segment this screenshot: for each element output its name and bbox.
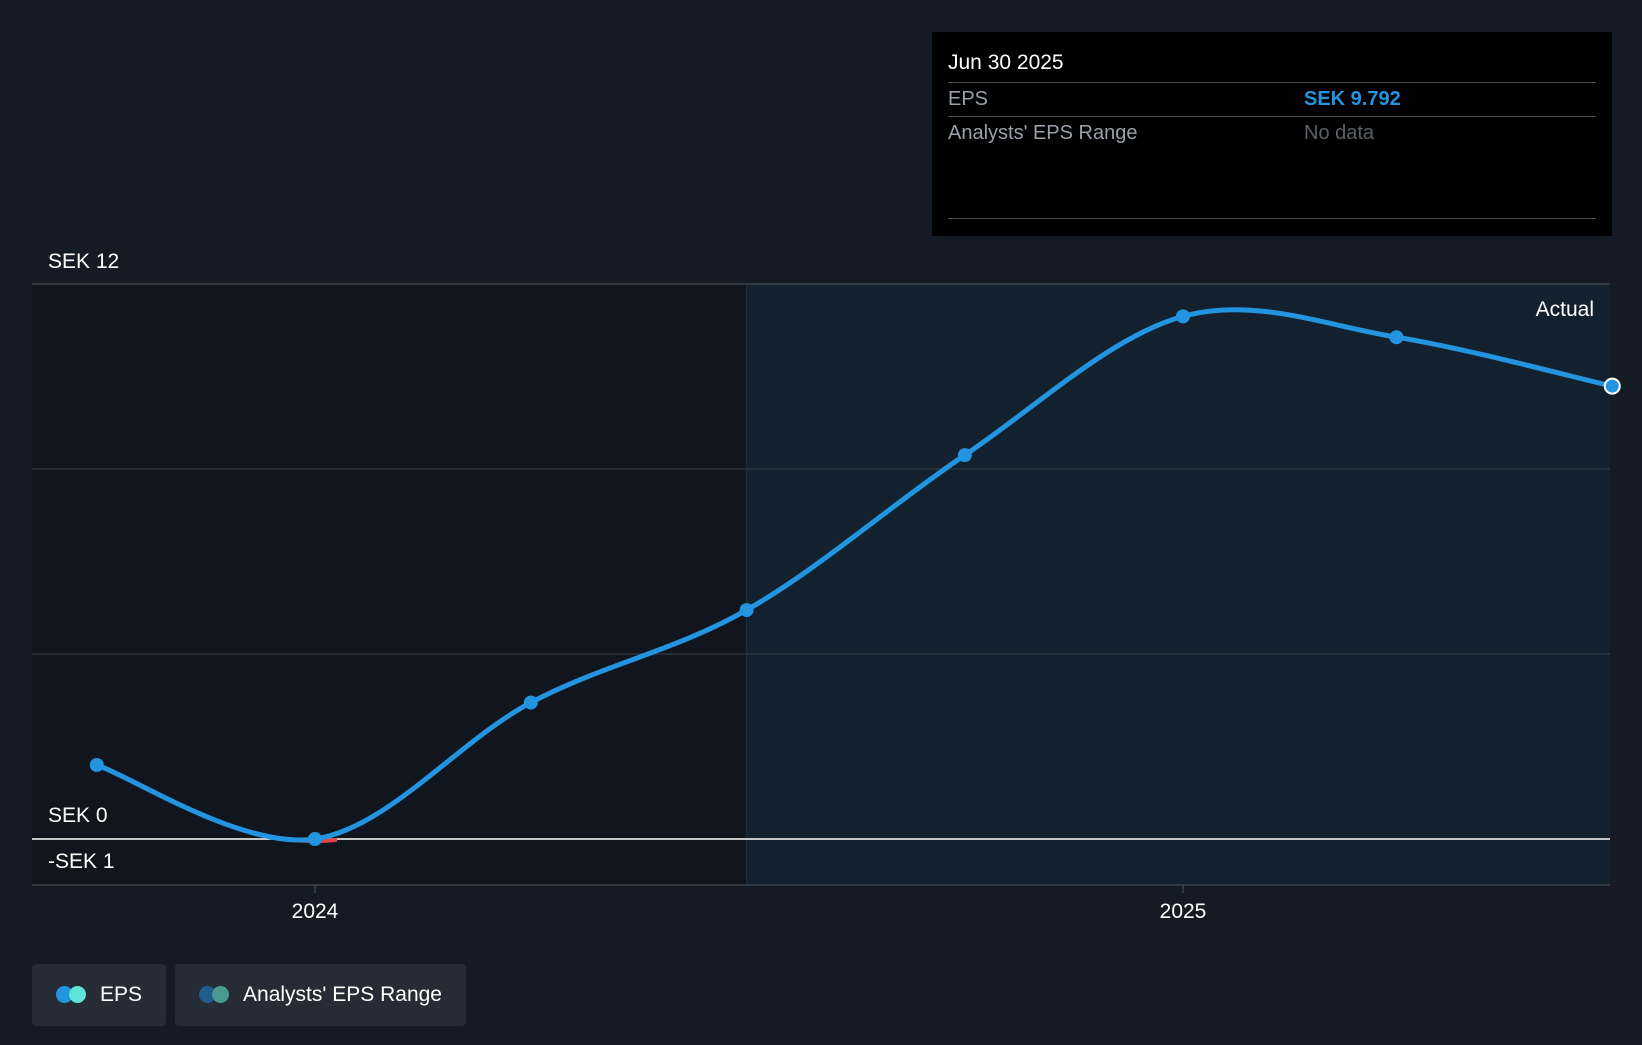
tooltip-eps-value: SEK 9.792 (1304, 88, 1401, 110)
tooltip-row-eps: EPS SEK 9.792 (948, 82, 1596, 116)
x-axis-label: 2025 (1160, 900, 1207, 923)
legend-item-analysts-range[interactable]: Analysts' EPS Range (175, 964, 466, 1026)
y-axis-label: SEK 12 (48, 250, 119, 273)
tooltip-date: Jun 30 2025 (948, 51, 1064, 74)
eps-point (308, 832, 322, 846)
x-axis-label: 2024 (292, 900, 339, 923)
eps-point (1389, 330, 1404, 345)
hover-tooltip: Jun 30 2025 EPS SEK 9.792 Analysts' EPS … (932, 32, 1612, 236)
actual-region-label: Actual (1536, 298, 1594, 321)
legend-eps-swatch-icon (56, 986, 88, 1004)
y-axis-label: -SEK 1 (48, 850, 115, 873)
tooltip-range-label: Analysts' EPS Range (948, 122, 1138, 144)
tooltip-divider (948, 218, 1596, 219)
tooltip-row-range: Analysts' EPS Range No data (948, 116, 1596, 150)
legend-range-label: Analysts' EPS Range (243, 983, 442, 1006)
eps-point (89, 758, 104, 772)
eps-series-line[interactable] (94, 307, 1615, 843)
tooltip-range-value: No data (1304, 122, 1375, 144)
y-axis-labels: SEK 12 SEK 0 -SEK 1 (48, 250, 119, 873)
y-axis-label: SEK 0 (48, 804, 108, 827)
eps-point (523, 695, 538, 710)
eps-point-selected (1603, 377, 1621, 395)
past-region-background (32, 284, 747, 885)
legend-item-eps[interactable]: EPS (32, 964, 167, 1026)
eps-point (957, 448, 972, 463)
actual-region-background (746, 284, 1610, 885)
grid-lines (32, 283, 1610, 886)
tooltip-eps-label: EPS (948, 88, 989, 110)
eps-point (739, 603, 754, 618)
legend-eps-label: EPS (100, 983, 143, 1006)
legend-range-swatch-icon (199, 986, 231, 1004)
chart-legend: EPS Analysts' EPS Range (32, 964, 466, 1026)
eps-point (1176, 309, 1190, 324)
x-axis-labels: 2024 2025 (292, 885, 1207, 923)
eps-data-points (89, 309, 1621, 846)
